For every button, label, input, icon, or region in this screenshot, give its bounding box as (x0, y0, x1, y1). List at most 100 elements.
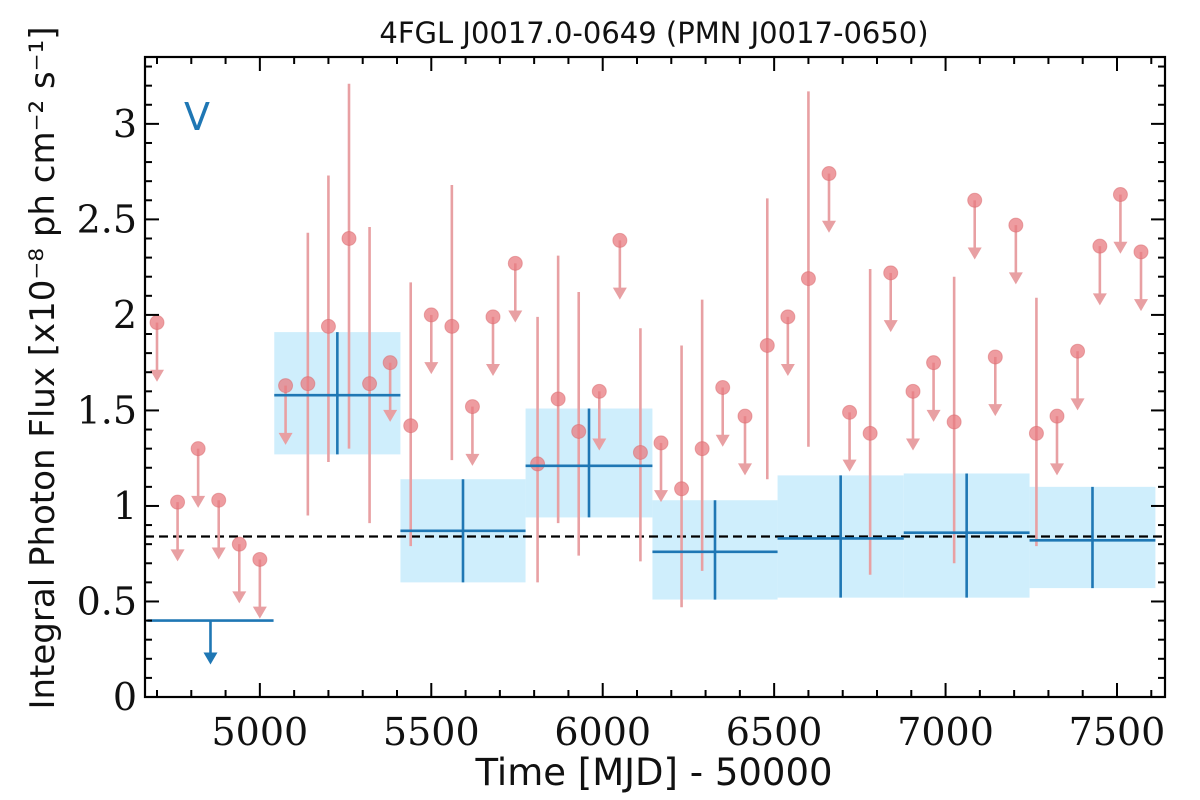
y-tick-label-4: 2 (113, 293, 137, 337)
y-tick-label-0: 0 (113, 675, 137, 719)
short-ul-arrow-43 (1050, 463, 1064, 476)
short-point-22 (612, 232, 628, 248)
short-point-14 (444, 318, 460, 334)
short-point-45 (1092, 238, 1108, 254)
short-point-7 (300, 376, 316, 392)
short-point-33 (842, 404, 858, 420)
short-point-39 (967, 192, 983, 208)
short-point-28 (737, 408, 753, 424)
short-point-17 (507, 255, 523, 271)
short-point-12 (403, 418, 419, 434)
short-point-29 (759, 337, 775, 353)
short-ul-arrow-21 (592, 438, 607, 451)
short-ul-arrow-6 (278, 432, 293, 445)
short-point-8 (320, 318, 336, 334)
short-point-46 (1112, 187, 1128, 203)
short-point-36 (905, 383, 921, 399)
x-axis-label: Time [MJD] - 50000 (474, 751, 832, 794)
short-point-30 (780, 309, 796, 325)
short-ul-arrow-22 (612, 287, 627, 300)
short-point-42 (1028, 425, 1044, 441)
short-ul-arrow-0 (150, 369, 164, 382)
short-point-27 (715, 380, 731, 396)
short-ul-arrow-40 (988, 404, 1003, 417)
short-ul-arrow-1 (170, 549, 185, 562)
short-ul-arrow-35 (883, 320, 898, 333)
short-ul-arrow-13 (424, 362, 439, 375)
short-point-16 (485, 309, 501, 325)
short-point-26 (694, 441, 710, 457)
short-ul-arrow-11 (383, 409, 398, 422)
short-ul-arrow-41 (1008, 272, 1023, 285)
short-point-0 (149, 315, 165, 331)
chart-title: 4FGL J0017.0-0649 (PMN J0017-0650) (379, 16, 928, 50)
short-ul-arrow-36 (906, 438, 920, 451)
short-ul-arrow-5 (252, 606, 267, 619)
short-point-31 (800, 271, 816, 287)
short-point-44 (1070, 343, 1086, 359)
short-point-4 (231, 536, 247, 552)
x-tick-label-6500: 6500 (726, 710, 823, 754)
short-point-34 (862, 425, 878, 441)
short-point-47 (1133, 244, 1149, 260)
axes-frame: 5000 5500 6000 6500 7000 7500 0 0.5 1 1.5 2 2.5 3 (77, 55, 1167, 754)
short-point-6 (278, 378, 294, 394)
short-point-37 (926, 355, 942, 371)
short-point-40 (987, 349, 1003, 365)
short-ul-arrow-17 (508, 310, 523, 323)
short-point-38 (946, 414, 962, 430)
short-ul-arrow-15 (465, 453, 480, 466)
x-tick-label-5500: 5500 (383, 710, 480, 754)
short-ul-arrow-30 (780, 364, 795, 377)
y-tick-label-1: 0.5 (77, 579, 137, 623)
short-point-3 (211, 492, 227, 508)
short-ul-arrow-37 (926, 409, 941, 422)
short-ul-arrow-32 (822, 220, 836, 233)
x-tick-label-7000: 7000 (897, 710, 994, 754)
short-ul-arrow-3 (211, 547, 226, 560)
x-tick-label-5000: 5000 (211, 710, 308, 754)
x-tick-label-6000: 6000 (554, 710, 651, 754)
short-ul-arrow-39 (967, 247, 982, 260)
plot-frame (143, 55, 1167, 699)
short-ul-arrow-24 (654, 490, 668, 503)
short-ul-arrow-46 (1113, 241, 1128, 254)
x-tick-label-7500: 7500 (1069, 710, 1166, 754)
short-point-20 (571, 423, 587, 439)
short-ul-arrow-44 (1070, 398, 1085, 411)
short-point-35 (883, 265, 899, 281)
short-ul-arrow-45 (1092, 293, 1107, 306)
y-tick-label-2: 1 (113, 484, 137, 528)
short-point-21 (591, 383, 607, 399)
short-point-24 (653, 435, 669, 451)
short-point-9 (341, 230, 357, 246)
short-point-19 (550, 391, 566, 407)
short-ul-arrow-47 (1134, 299, 1148, 312)
long-ul-arrow-0 (203, 652, 218, 665)
panel-label: V (184, 95, 210, 139)
short-ul-arrow-27 (715, 434, 730, 447)
short-point-15 (464, 399, 480, 415)
short-point-18 (530, 456, 546, 472)
long-bin-series (147, 332, 1156, 665)
short-point-10 (362, 376, 378, 392)
short-point-23 (632, 444, 648, 460)
y-axis-label: Integral Photon Flux [x10⁻⁸ ph cm⁻² s⁻¹] (23, 26, 63, 709)
short-point-41 (1008, 217, 1024, 233)
short-ul-arrow-4 (232, 591, 247, 604)
short-ul-arrow-16 (486, 364, 500, 377)
short-ul-arrow-33 (842, 459, 857, 472)
short-point-43 (1049, 408, 1065, 424)
short-point-11 (382, 355, 398, 371)
short-ul-arrow-2 (191, 495, 206, 508)
y-tick-label-5: 2.5 (77, 197, 137, 241)
short-bin-series (149, 83, 1149, 619)
short-point-1 (170, 494, 186, 510)
short-point-5 (252, 551, 268, 567)
short-point-25 (674, 481, 690, 497)
short-ul-arrow-28 (738, 463, 752, 476)
short-point-32 (821, 166, 837, 182)
y-tick-label-3: 1.5 (77, 388, 137, 432)
short-point-13 (423, 307, 439, 323)
